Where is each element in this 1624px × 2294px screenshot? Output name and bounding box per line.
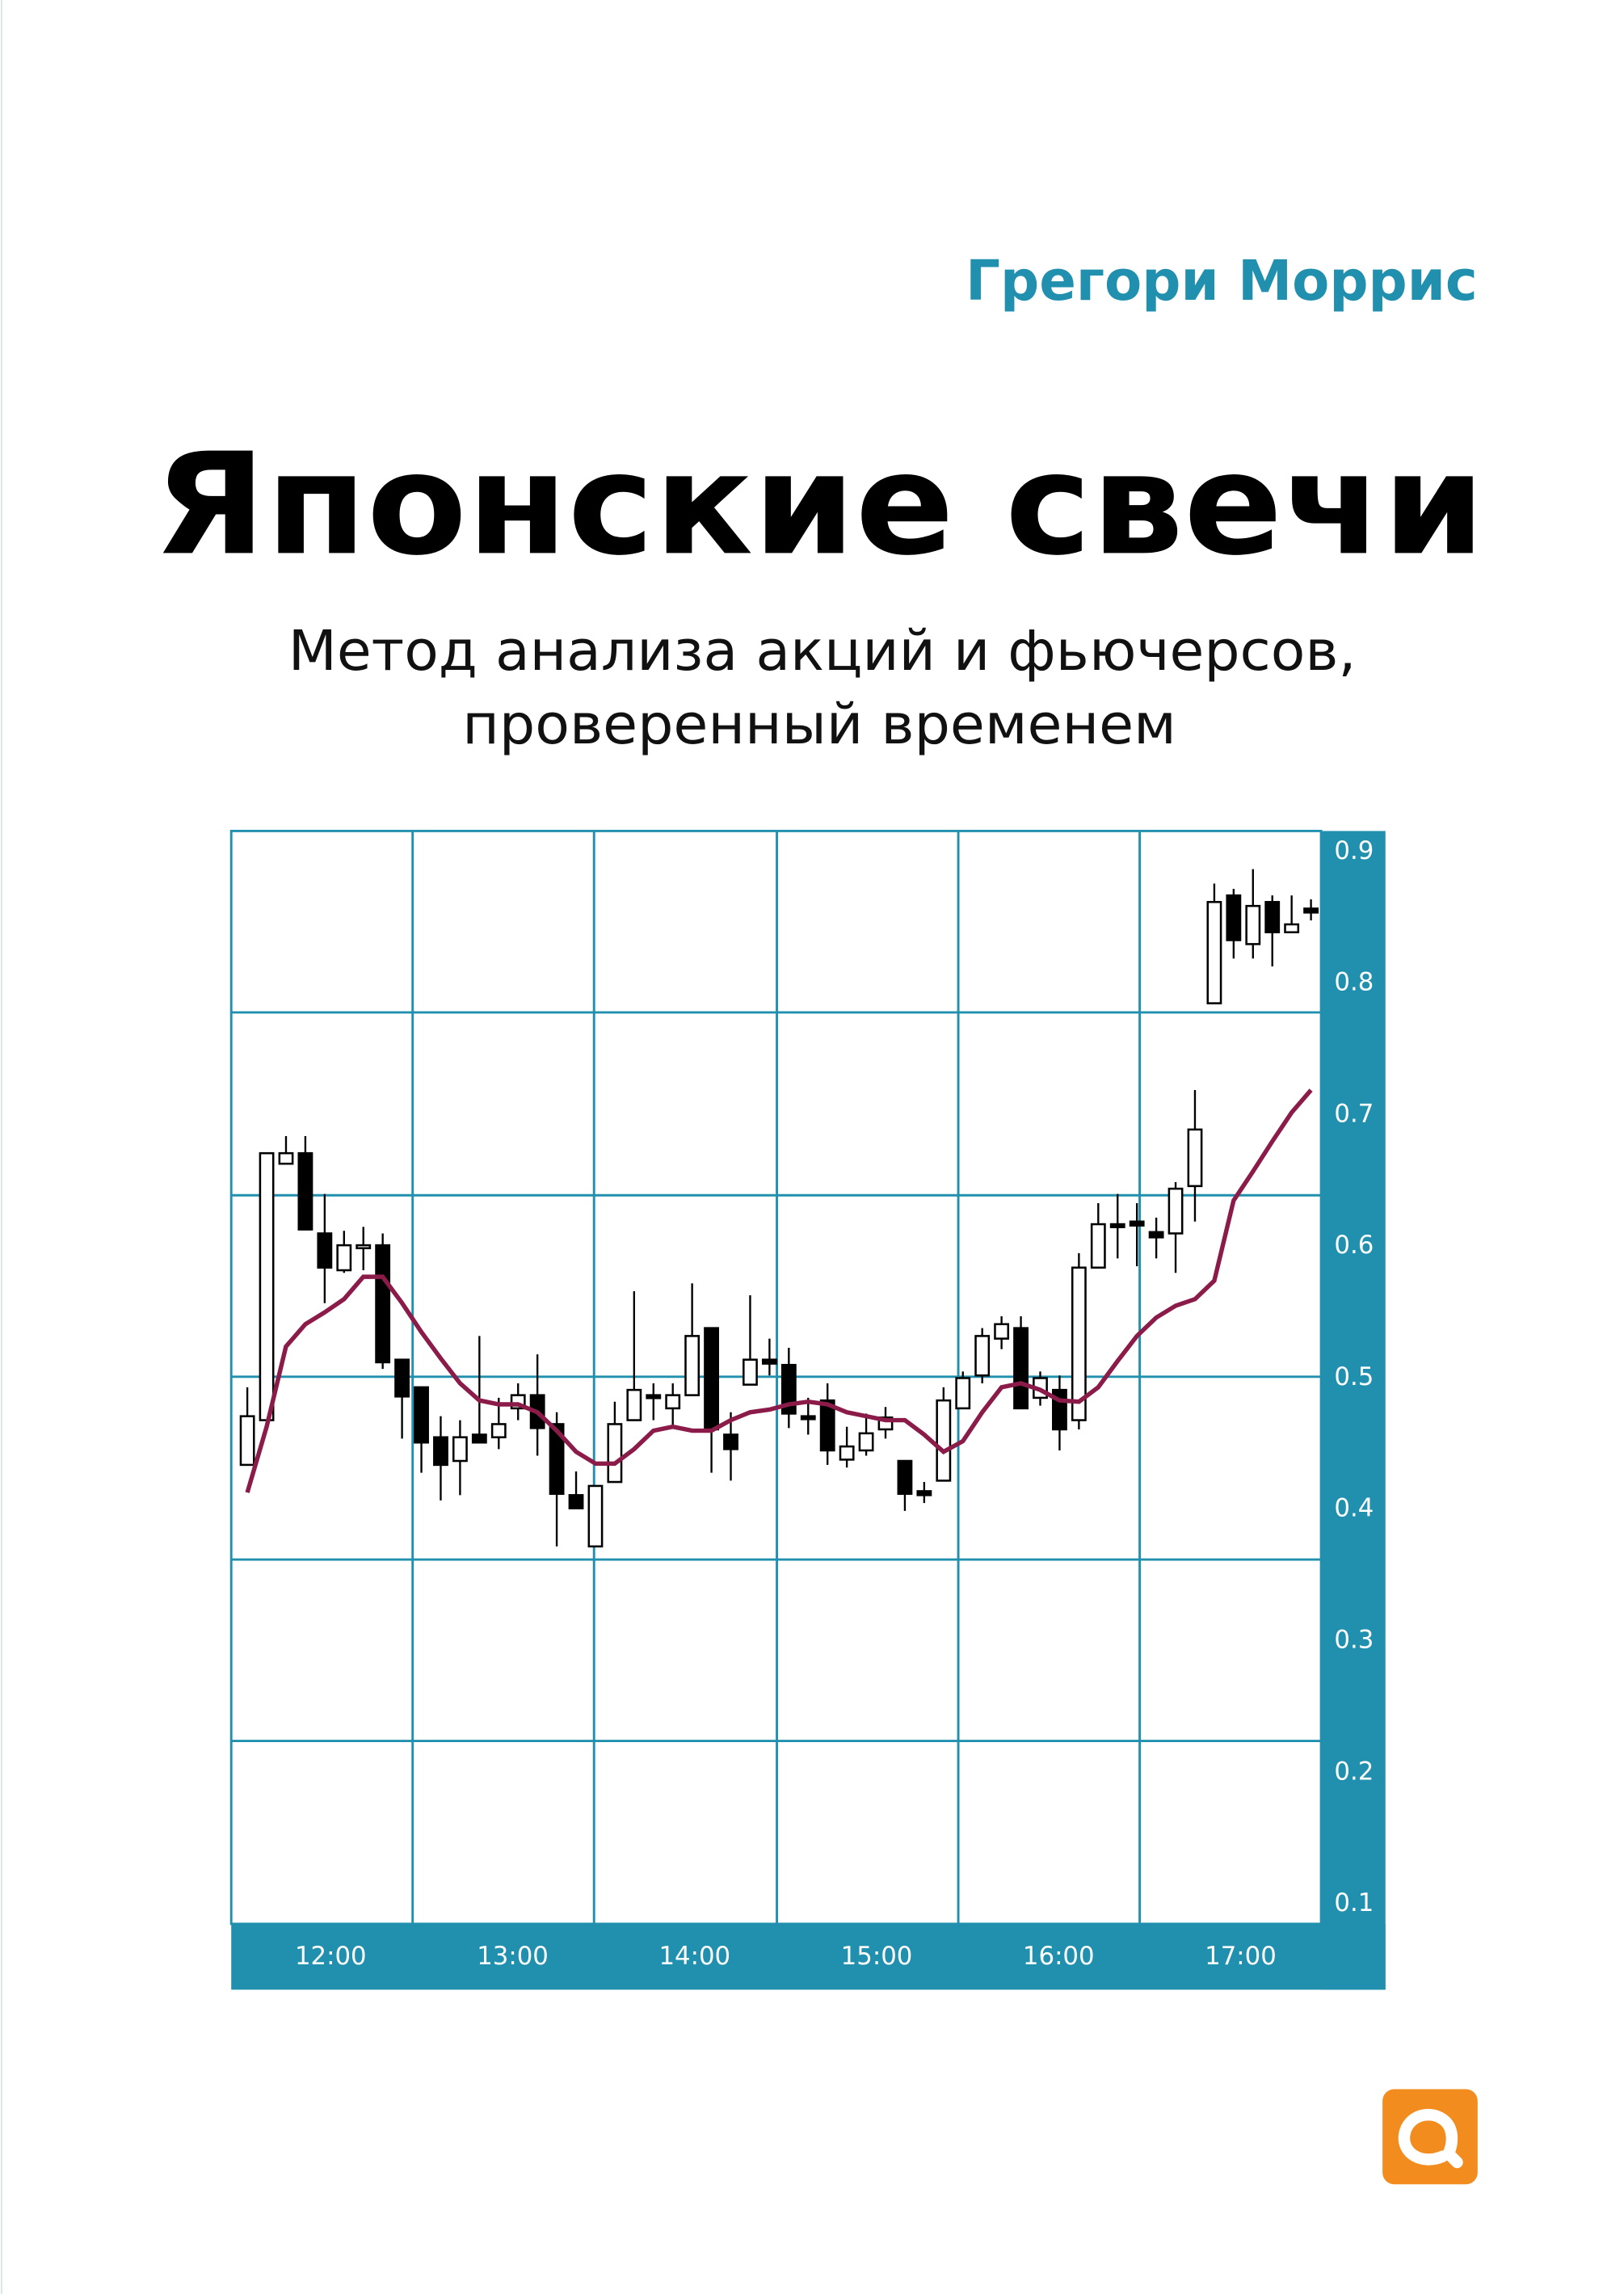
candle-body xyxy=(278,1151,294,1165)
y-tick-label: 0.9 xyxy=(1334,836,1374,865)
candle-body xyxy=(704,1327,719,1431)
candle-body xyxy=(1129,1220,1145,1227)
logo-mark xyxy=(1398,2108,1463,2169)
candle-body xyxy=(336,1244,352,1272)
candle-body xyxy=(549,1423,565,1495)
candle-body xyxy=(916,1490,932,1496)
candle-body xyxy=(1187,1128,1203,1188)
candle-body xyxy=(317,1232,333,1269)
candle-body xyxy=(665,1394,681,1410)
candle-body xyxy=(1168,1187,1184,1235)
candle-body xyxy=(1090,1223,1106,1269)
candle-body xyxy=(356,1244,372,1249)
candle-body xyxy=(646,1394,662,1400)
candle-body xyxy=(490,1423,507,1438)
candle-body xyxy=(297,1151,313,1231)
x-tick-label: 13:00 xyxy=(477,1942,549,1971)
y-tick-label: 0.3 xyxy=(1334,1625,1374,1654)
subtitle-line: Метод анализа акций и фьючерсов, xyxy=(288,619,1357,684)
candle-body xyxy=(1303,907,1319,914)
candle-body xyxy=(684,1335,701,1396)
y-tick-label: 0.2 xyxy=(1334,1757,1374,1786)
candle-body xyxy=(994,1323,1010,1340)
candle-body xyxy=(626,1388,642,1421)
candle-body xyxy=(414,1386,429,1444)
candle-body xyxy=(819,1399,835,1452)
grid xyxy=(229,829,1323,1926)
candle-body xyxy=(1013,1327,1029,1410)
candle-body xyxy=(375,1244,391,1364)
x-tick-label: 17:00 xyxy=(1205,1942,1277,1971)
candle-body xyxy=(780,1363,797,1415)
candle-body xyxy=(452,1436,468,1463)
candle-body xyxy=(1284,923,1300,934)
candle-body xyxy=(239,1415,255,1467)
x-tick-label: 16:00 xyxy=(1023,1942,1095,1971)
candle-body xyxy=(858,1432,874,1452)
y-tick-label: 0.4 xyxy=(1334,1494,1374,1523)
candle-body xyxy=(936,1399,952,1482)
candle-body xyxy=(723,1433,738,1450)
candle-body xyxy=(955,1377,971,1410)
candle-body xyxy=(1245,904,1261,945)
y-tick-label: 0.7 xyxy=(1334,1099,1374,1128)
y-tick-label: 0.6 xyxy=(1334,1231,1374,1260)
candle-body xyxy=(1109,1223,1125,1228)
x-tick-label: 15:00 xyxy=(841,1942,913,1971)
candle-body xyxy=(1071,1266,1087,1421)
candle-body xyxy=(568,1494,584,1509)
candle-body xyxy=(800,1415,816,1421)
candle-body xyxy=(974,1335,991,1377)
moving-average xyxy=(245,1088,1313,1493)
y-tick-label: 0.1 xyxy=(1334,1888,1374,1917)
x-tick-label: 12:00 xyxy=(295,1942,367,1971)
y-axis-band xyxy=(1321,831,1386,1990)
candle-body xyxy=(607,1423,623,1484)
candle-body xyxy=(471,1433,487,1444)
candle-body xyxy=(1206,901,1222,1004)
candle-body xyxy=(743,1358,758,1386)
candle-body xyxy=(897,1459,913,1495)
candle-body xyxy=(1226,894,1242,941)
chart: 0.1 0.2 0.3 0.4 0.5 0.6 0.7 0.8 0.9 12:00 13:00 14:… xyxy=(229,829,1386,1990)
candle-body xyxy=(839,1445,855,1461)
y-tick-label: 0.5 xyxy=(1334,1362,1374,1391)
title: Японские свечи xyxy=(154,423,1485,586)
candle-body xyxy=(761,1358,777,1365)
x-axis-band xyxy=(231,1923,1386,1990)
author: Грегори Моррис xyxy=(966,249,1478,314)
publisher-logo xyxy=(1382,2089,1478,2185)
candle-body xyxy=(587,1484,604,1548)
candle-body xyxy=(1264,901,1281,934)
candle-body xyxy=(433,1436,448,1467)
candle-body xyxy=(394,1358,410,1398)
candle-body xyxy=(1148,1231,1164,1239)
logo-box xyxy=(1382,2089,1478,2185)
x-tick-label: 14:00 xyxy=(658,1942,730,1971)
candle-body xyxy=(259,1151,275,1421)
subtitle-line: проверенный временем xyxy=(462,692,1176,757)
y-tick-label: 0.8 xyxy=(1334,968,1374,997)
